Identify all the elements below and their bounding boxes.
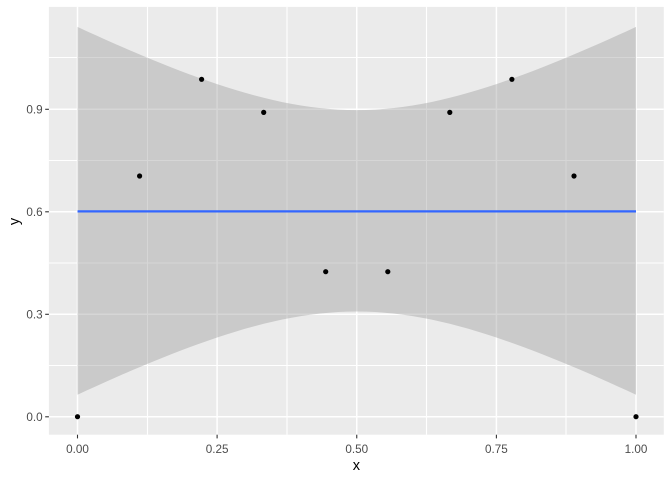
- svg-text:x: x: [353, 458, 361, 474]
- svg-text:0.75: 0.75: [485, 443, 508, 456]
- svg-text:0.3: 0.3: [26, 309, 42, 322]
- svg-text:0.00: 0.00: [66, 443, 89, 456]
- svg-text:0.50: 0.50: [345, 443, 368, 456]
- svg-text:0.9: 0.9: [26, 104, 42, 117]
- svg-text:1.00: 1.00: [625, 443, 648, 456]
- svg-text:0.25: 0.25: [206, 443, 229, 456]
- svg-text:y: y: [7, 217, 23, 225]
- svg-text:0.6: 0.6: [26, 206, 42, 219]
- svg-text:0.0: 0.0: [26, 411, 43, 424]
